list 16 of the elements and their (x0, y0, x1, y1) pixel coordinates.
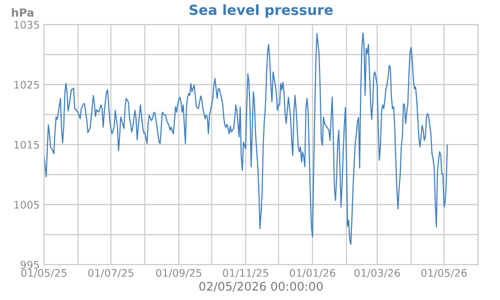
y-tick-label: 995 (20, 260, 39, 269)
y-tick-label: 1005 (14, 200, 39, 209)
y-tick-label: 1025 (14, 80, 39, 89)
x-tick-label: 01/11/25 (222, 268, 268, 278)
x-tick-label: 01/09/25 (156, 268, 202, 278)
x-tick-label: 01/03/26 (354, 268, 400, 278)
x-tick-label: 01/01/26 (290, 268, 336, 278)
x-tick-label: 01/05/26 (421, 268, 467, 278)
y-tick-label: 1015 (14, 140, 39, 149)
y-tick-label: 1035 (14, 20, 39, 29)
chart-title: Sea level pressure (190, 4, 333, 18)
x-tick-label: 01/07/25 (88, 268, 134, 278)
y-axis-title: hPa (12, 8, 34, 17)
x-axis-title: 02/05/2026 00:00:00 (199, 282, 323, 292)
x-tick-label: 01/05/25 (21, 268, 66, 278)
line-series (44, 32, 448, 245)
